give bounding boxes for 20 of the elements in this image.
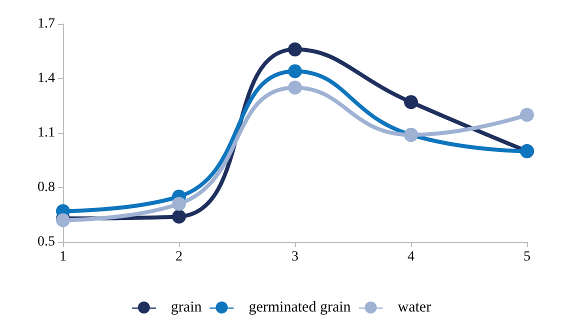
x-tick-label: 4	[408, 250, 414, 264]
point	[288, 80, 302, 95]
x-tick-label: 2	[176, 250, 182, 264]
y-tick-label: 1.7	[38, 16, 55, 32]
y-tick-label: 1.4	[38, 71, 55, 86]
point	[288, 64, 302, 78]
point	[520, 108, 534, 122]
legend-label: germinated grain	[248, 300, 352, 316]
legend-label: grain	[170, 300, 202, 316]
x-tick-label: 5	[524, 250, 530, 264]
legend-label: water	[398, 300, 432, 316]
y-tick-label: 1.1	[38, 126, 55, 140]
y-tick-label: 0.8	[38, 180, 55, 195]
point	[288, 42, 302, 56]
point	[404, 95, 418, 110]
point	[172, 196, 186, 211]
x-tick-label: 3	[292, 250, 298, 264]
y-tick-label: 0.5	[38, 234, 55, 250]
x-tick-label: 1	[60, 250, 66, 264]
point	[172, 210, 186, 224]
